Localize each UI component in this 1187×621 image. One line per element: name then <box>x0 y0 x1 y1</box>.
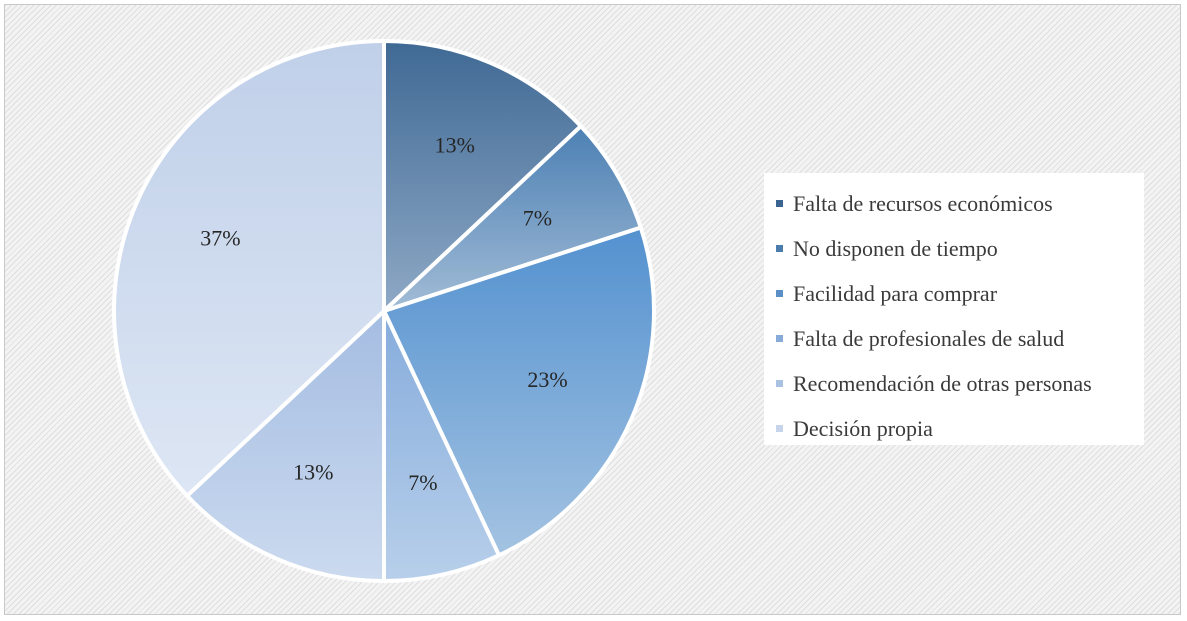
legend-item: Falta de recursos económicos <box>776 181 1144 226</box>
pie-labels: 13% 7% 23% 7% 13% 37% <box>200 133 567 495</box>
legend-item: Recomendación de otras personas <box>776 361 1144 406</box>
legend-item: Facilidad para comprar <box>776 271 1144 316</box>
pie-slice <box>382 309 501 583</box>
pie-slices <box>112 39 656 583</box>
pie-slice <box>112 39 386 498</box>
legend-label: Facilidad para comprar <box>793 280 998 306</box>
legend-swatch <box>776 425 783 432</box>
legend-label: No disponen de tiempo <box>793 235 998 261</box>
legend-label: Falta de recursos económicos <box>793 190 1053 216</box>
slice-percent-label: 13% <box>293 460 333 485</box>
slice-percent-label: 23% <box>527 367 567 392</box>
legend-item: Decisión propia <box>776 406 1144 451</box>
legend: Falta de recursos económicos No disponen… <box>764 173 1144 445</box>
legend-swatch <box>776 290 783 297</box>
slice-percent-label: 13% <box>435 133 475 158</box>
slice-percent-label: 7% <box>523 205 552 230</box>
pie-slice <box>382 225 656 558</box>
slice-percent-label: 7% <box>408 470 437 495</box>
legend-swatch <box>776 200 783 207</box>
legend-label: Falta de profesionales de salud <box>793 325 1065 351</box>
legend-item: No disponen de tiempo <box>776 226 1144 271</box>
legend-label: Recomendación de otras personas <box>793 370 1092 396</box>
pie-slice <box>185 309 386 583</box>
pie-slice <box>382 124 643 313</box>
legend-label: Decisión propia <box>793 415 933 441</box>
slice-percent-label: 37% <box>200 225 240 250</box>
legend-swatch <box>776 245 783 252</box>
legend-swatch <box>776 335 783 342</box>
pie-slice <box>382 39 583 313</box>
legend-swatch <box>776 380 783 387</box>
legend-item: Falta de profesionales de salud <box>776 316 1144 361</box>
